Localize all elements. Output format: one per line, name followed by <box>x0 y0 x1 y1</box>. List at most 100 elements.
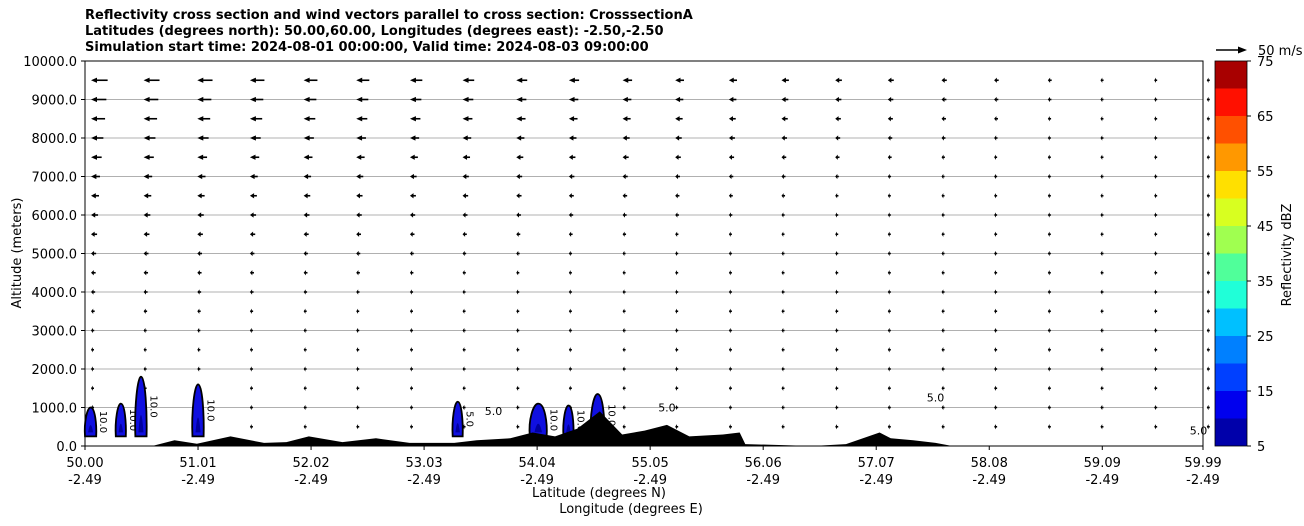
wind-vector-head <box>887 289 890 295</box>
wind-vector-head <box>728 96 734 103</box>
wind-vector-head <box>197 366 200 372</box>
wind-vector-head <box>835 347 838 353</box>
x-tick-lat-label: 56.06 <box>745 456 782 471</box>
wind-vector-head <box>143 250 147 257</box>
wind-vector-head <box>249 327 252 334</box>
wind-reference-key: 50 m/s <box>1216 44 1303 59</box>
wind-vector-head <box>356 327 359 334</box>
wind-vector-head <box>994 270 996 276</box>
wind-vector-head <box>1154 366 1156 372</box>
wind-vector-head <box>1047 77 1051 83</box>
wind-vector-head <box>835 385 838 391</box>
reflectivity-core <box>534 423 543 433</box>
reflectivity-core <box>566 424 571 433</box>
x-tick-lon-label: -2.49 <box>407 473 441 488</box>
reflectivity-contour-label: 5.0 <box>464 411 475 427</box>
wind-vector-head <box>1100 96 1103 103</box>
wind-vector-head <box>356 308 359 314</box>
wind-vector-head <box>409 212 414 218</box>
wind-vector-head <box>356 77 363 83</box>
wind-vector-head <box>143 366 146 372</box>
wind-vector-head <box>409 77 416 83</box>
wind-vector-head <box>728 404 731 411</box>
wind-vector-head <box>675 77 681 83</box>
wind-vector-head <box>835 308 838 314</box>
wind-vector-head <box>1100 347 1103 353</box>
wind-vector-head <box>91 231 95 237</box>
wind-vector-head <box>941 385 944 391</box>
wind-vector-head <box>835 96 839 103</box>
x-axis-label-lat: Latitude (degrees N) <box>532 486 666 501</box>
wind-vector-head <box>994 193 996 199</box>
wind-vector-head <box>197 154 204 160</box>
wind-vector-head <box>409 424 412 430</box>
wind-vector-head <box>1154 96 1156 103</box>
wind-vector-head <box>1047 193 1050 199</box>
reflectivity-contour-label: 10.0 <box>548 409 559 431</box>
wind-vector-head <box>91 77 97 83</box>
wind-vector-head <box>516 270 519 276</box>
wind-vector-head <box>781 212 784 218</box>
wind-vector-head <box>462 327 465 334</box>
wind-vector-head <box>91 289 94 295</box>
wind-vector-head <box>568 96 575 103</box>
wind-vector-head <box>1154 308 1156 314</box>
wind-vector-head <box>887 231 890 237</box>
wind-vector-head <box>462 212 466 218</box>
wind-vector-head <box>303 231 307 237</box>
wind-vector-head <box>409 193 414 199</box>
wind-vector-head <box>91 366 93 372</box>
wind-vector-head <box>1100 366 1103 372</box>
wind-vector-head <box>887 424 890 430</box>
wind-vector-head <box>1100 116 1103 122</box>
colorbar-swatch <box>1215 171 1247 199</box>
reflectivity-core <box>138 414 144 433</box>
wind-vector-head <box>462 154 468 160</box>
wind-vector-head <box>143 193 149 199</box>
wind-vector-head <box>887 270 890 276</box>
wind-vector-head <box>1206 366 1209 372</box>
wind-vector-head <box>728 424 731 430</box>
wind-vector-head <box>1100 193 1103 199</box>
wind-vector-head <box>1206 193 1209 199</box>
y-tick-label: 7000.0 <box>32 171 78 186</box>
wind-vector-head <box>197 250 201 257</box>
wind-vector-head <box>728 270 731 276</box>
colorbar-swatch <box>1215 336 1247 364</box>
wind-vector-head <box>303 404 306 411</box>
wind-vector-head <box>941 308 944 314</box>
wind-vector-head <box>622 404 625 411</box>
wind-vector-head <box>197 270 200 276</box>
wind-vector-head <box>1206 135 1209 141</box>
wind-vector-head <box>728 77 734 83</box>
wind-vector-head <box>1100 308 1103 314</box>
wind-vector-head <box>994 289 996 295</box>
wind-vector-head <box>303 270 306 276</box>
wind-vector-head <box>1047 96 1050 103</box>
wind-vector-head <box>568 250 571 257</box>
colorbar-frame <box>1214 60 1248 447</box>
wind-vector-head <box>409 250 413 257</box>
colorbar-swatch <box>1215 391 1247 419</box>
colorbar-swatch <box>1215 226 1247 254</box>
wind-vector-head <box>462 270 465 276</box>
wind-vector-head <box>728 385 731 391</box>
wind-vector-head <box>409 347 412 353</box>
wind-vector-head <box>249 116 256 122</box>
wind-vector-head <box>303 193 308 199</box>
wind-vector-head <box>303 347 306 353</box>
x-tick-lon-label: -2.49 <box>294 473 328 488</box>
wind-vector-head <box>516 424 519 430</box>
wind-vector-head <box>887 212 890 218</box>
wind-vector-head <box>356 289 359 295</box>
wind-vector-head <box>568 308 571 314</box>
wind-vector-head <box>781 116 786 122</box>
wind-vector-head <box>303 116 310 122</box>
x-tick-lon-label: -2.49 <box>859 473 893 488</box>
x-tick-lon-label: -2.49 <box>181 473 215 488</box>
wind-vector-head <box>143 212 148 218</box>
wind-vector-head <box>91 270 94 276</box>
wind-vector-head <box>197 212 202 218</box>
wind-vector-head <box>409 135 416 141</box>
